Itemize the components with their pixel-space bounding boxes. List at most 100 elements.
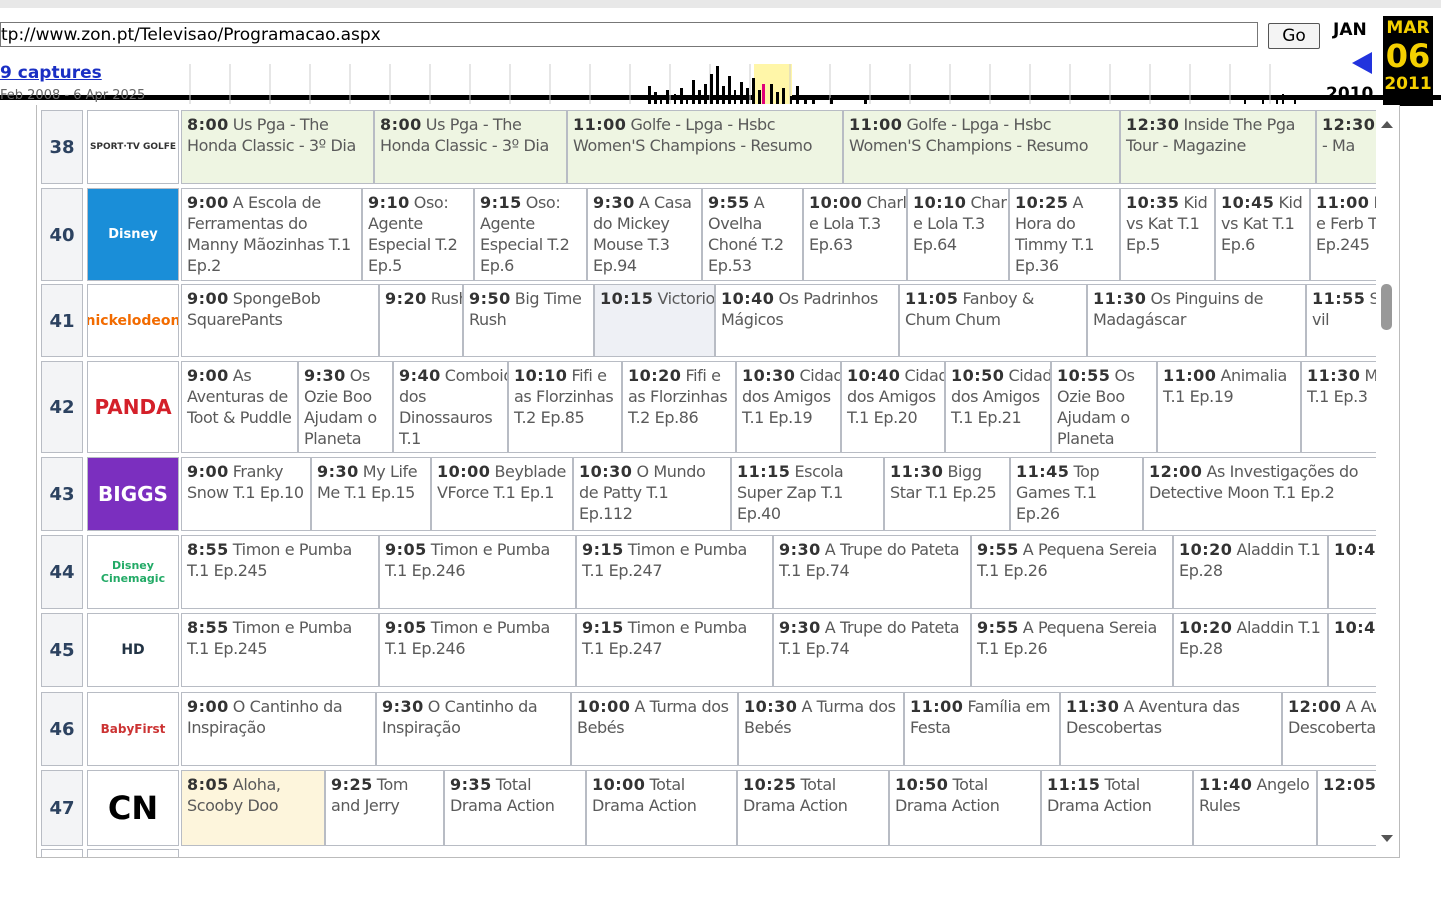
program-cell[interactable]: 9:30 O Cantinho da Inspiração (376, 692, 571, 766)
program-cell[interactable]: 11:30Mecanima T.1 Ep.3 (1301, 361, 1376, 453)
program-cell[interactable]: 9:05 Timon e Pumba T.1 Ep.246 (379, 535, 576, 609)
program-cell[interactable]: 11:05 Fanboy & Chum Chum (899, 284, 1087, 357)
program-cell[interactable]: 10:35 Kid vs Kat T.1 Ep.5 (1120, 188, 1215, 281)
go-button[interactable]: Go (1268, 23, 1320, 49)
program-title: Total Drama Action (592, 775, 697, 815)
program-cell[interactable]: 10:00 A Turma dos Bebés (571, 692, 738, 766)
program-cell[interactable]: 10:15Victorious (594, 284, 715, 357)
program-cell[interactable]: 9:00 A Escola de Ferramentas do Manny Mão… (181, 188, 362, 281)
program-cell[interactable]: 12:05Generat (1317, 770, 1376, 846)
program-cell[interactable]: 9:30 My Life Me T.1 Ep.15 (311, 457, 431, 531)
program-cell[interactable]: 9:15 Oso: Agente Especial T.2 Ep.6 (474, 188, 587, 281)
program-cell[interactable]: 9:55 A Pequena Sereia T.1 Ep.26 (971, 535, 1173, 609)
program-cell[interactable]: 8:55 Timon e Pumba T.1 Ep.245 (181, 613, 379, 687)
program-cell[interactable]: 10:30 O Mundo de Patty T.1 Ep.112 (573, 457, 731, 531)
program-cell[interactable]: 10:55 Os Ozie Boo Ajudam o Planeta (1051, 361, 1157, 453)
url-input[interactable]: tp://www.zon.pt/Televisao/Programacao.as… (0, 22, 1258, 47)
program-cell[interactable]: 9:05 Timon e Pumba T.1 Ep.246 (379, 613, 576, 687)
program-time: 8:00 (380, 115, 422, 134)
prev-arrow[interactable] (1350, 50, 1374, 76)
program-cell[interactable]: 9:00 O Cantinho da Inspiração (181, 692, 376, 766)
channel-number: 46 (41, 692, 83, 766)
program-cell[interactable]: 9:20Rush (379, 284, 463, 357)
program-cell[interactable]: 11:30 Os Pinguins de Madagáscar (1087, 284, 1306, 357)
program-time: 9:30 (593, 193, 635, 212)
program-cell[interactable]: 11:15 Escola Super Zap T.1 Ep.40 (731, 457, 884, 531)
program-title: Comboio dos Dinossauros T.1 (399, 366, 508, 448)
program-cell[interactable]: 9:55 A Ovelha Choné T.2 Ep.53 (702, 188, 803, 281)
program-cell[interactable]: 10:50Cidade dos Amigos T.1 Ep.21 (945, 361, 1051, 453)
channel-logo[interactable]: nickelodeon (87, 284, 179, 357)
program-cell[interactable]: 10:10 Fifi e as Florzinhas T.2 Ep.85 (508, 361, 622, 453)
channel-logo[interactable]: BabyFirst (87, 692, 179, 766)
program-time: 9:10 (368, 193, 410, 212)
scrollbar[interactable] (1378, 112, 1396, 850)
program-cell[interactable]: 10:10Charlie e Lola T.3 Ep.64 (907, 188, 1009, 281)
program-cell[interactable]: 11:00 Golfe - Lpga - Hsbc Women'S Champio… (843, 110, 1120, 184)
program-cell[interactable]: 10:25 A Hora do Timmy T.1 Ep.36 (1009, 188, 1120, 281)
program-cell[interactable]: 8:00 Us Pga - The Honda Classic - 3º Dia (374, 110, 567, 184)
program-cell[interactable]: 10:30Cidade dos Amigos T.1 Ep.19 (736, 361, 841, 453)
program-cell[interactable]: 11:00 Animalia T.1 Ep.19 (1157, 361, 1301, 453)
program-cell[interactable]: 9:00 SpongeBob SquarePants (181, 284, 379, 357)
channel-number: 44 (41, 535, 83, 609)
program-cell[interactable]: 12:30 Tour - Ma (1316, 110, 1376, 184)
program-cell[interactable]: 11:00 Família em Festa (904, 692, 1060, 766)
program-cell[interactable]: 9:15 Timon e Pumba T.1 Ep.247 (576, 535, 773, 609)
program-cell[interactable]: 10:00Charlie e Lola T.3 Ep.63 (803, 188, 907, 281)
channel-logo[interactable]: Disney Cinemagic (87, 535, 179, 609)
channel-logo[interactable]: Disney (87, 188, 179, 281)
program-cell[interactable]: 9:40 Comboio dos Dinossauros T.1 (393, 361, 508, 453)
program-cell[interactable]: 9:25 Tom and Jerry (325, 770, 444, 846)
program-cell[interactable]: 10:20 Aladdin T.1 Ep.28 (1173, 613, 1328, 687)
program-cell[interactable]: 8:00 Us Pga - The Honda Classic - 3º Dia (181, 110, 374, 184)
program-cell[interactable]: 9:35 Total Drama Action (444, 770, 586, 846)
program-cell[interactable]: 9:00 Franky Snow T.1 Ep.10 (181, 457, 311, 531)
program-cell[interactable]: 11:40 Angelo Rules (1193, 770, 1317, 846)
program-cell[interactable]: 10:50 Total Drama Action (889, 770, 1041, 846)
program-cell[interactable]: 10:40Cidade dos Amigos T.1 Ep.20 (841, 361, 945, 453)
program-cell[interactable]: 10:00 Beyblade VForce T.1 Ep.1 (431, 457, 573, 531)
program-cell[interactable]: 11:55Super-vil (1306, 284, 1376, 357)
program-cell[interactable]: 8:05 Aloha, Scooby Doo (181, 770, 325, 846)
program-cell[interactable]: 11:00Phineas e Ferb T.2 Ep.245 (1310, 188, 1376, 281)
program-cell[interactable]: 10:25 Total Drama Action (737, 770, 889, 846)
program-cell[interactable]: 9:30 Os Ozie Boo Ajudam o Planeta (298, 361, 393, 453)
prev-month[interactable]: JAN (1333, 20, 1367, 40)
program-cell[interactable]: 11:00 Golfe - Lpga - Hsbc Women'S Champio… (567, 110, 843, 184)
channel-logo[interactable]: SPORT·TV GOLFE (87, 110, 179, 184)
program-cell[interactable]: 9:30 A Casa do Mickey Mouse T.3 Ep.94 (587, 188, 702, 281)
channel-logo[interactable]: PANDA (87, 361, 179, 453)
captures-link[interactable]: 9 captures (0, 63, 102, 83)
program-cell[interactable]: 12:00 A Av Descobertas (1282, 692, 1376, 766)
program-cell[interactable]: 10:20 Fifi e as Florzinhas T.2 Ep.86 (622, 361, 736, 453)
program-cell[interactable]: 9:15 Timon e Pumba T.1 Ep.247 (576, 613, 773, 687)
prev-year[interactable]: 2010 (1326, 84, 1374, 104)
channel-logo[interactable]: HD (87, 613, 179, 687)
program-cell[interactable]: 11:30 Bigg Star T.1 Ep.25 (884, 457, 1010, 531)
program-cell[interactable]: 9:50 Big Time Rush (463, 284, 594, 357)
program-title: Total Drama Action (895, 775, 1000, 815)
program-cell[interactable]: 9:00 As Aventuras de Toot & Puddle (181, 361, 298, 453)
program-cell[interactable]: 9:55 A Pequena Sereia T.1 Ep.26 (971, 613, 1173, 687)
program-cell[interactable]: 12:30 Inside The Pga Tour - Magazine (1120, 110, 1316, 184)
program-cell[interactable]: 10:45 Kid vs Kat T.1 Ep.6 (1215, 188, 1310, 281)
program-cell[interactable]: 10:40 Os Padrinhos Mágicos (715, 284, 899, 357)
program-cell[interactable]: 11:30 A Aventura das Descobertas (1060, 692, 1282, 766)
program-cell[interactable]: 10:20 Aladdin T.1 Ep.28 (1173, 535, 1328, 609)
program-cell[interactable]: 9:10 Oso: Agente Especial T.2 Ep.5 (362, 188, 474, 281)
program-cell[interactable]: 11:45 Top Games T.1 Ep.26 (1010, 457, 1143, 531)
program-cell[interactable]: 12:00 As Investigações do Detective Moon … (1143, 457, 1376, 531)
program-cell[interactable]: 8:55 Timon e Pumba T.1 Ep.245 (181, 535, 379, 609)
channel-logo[interactable]: CN (87, 770, 179, 846)
program-cell[interactable]: 9:30 A Trupe do Pateta T.1 Ep.74 (773, 535, 971, 609)
program-cell[interactable]: 10:4Ep.29 (1328, 613, 1376, 687)
program-cell[interactable]: 10:30 A Turma dos Bebés (738, 692, 904, 766)
program-cell[interactable]: 10:00 Total Drama Action (586, 770, 737, 846)
program-cell[interactable]: 10:4Ep.29 (1328, 535, 1376, 609)
program-cell[interactable]: 9:30 A Trupe do Pateta T.1 Ep.74 (773, 613, 971, 687)
channel-logo[interactable]: BIGGS (87, 457, 179, 531)
program-cell[interactable]: 11:15 Total Drama Action (1041, 770, 1193, 846)
program-title: Kid vs Kat T.1 Ep.6 (1221, 193, 1303, 254)
program-title: A Turma dos Bebés (744, 697, 896, 737)
